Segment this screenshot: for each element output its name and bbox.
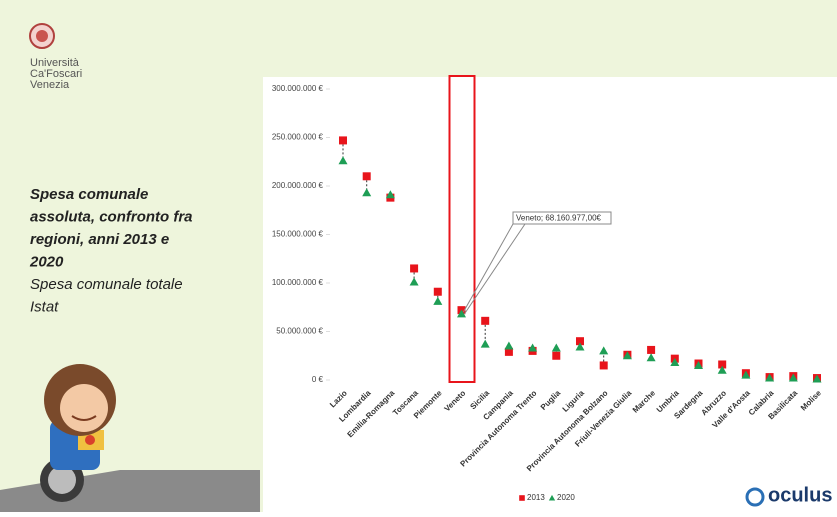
- highlight-box: [448, 75, 476, 383]
- data-point: [338, 156, 348, 165]
- university-line: Università: [30, 57, 80, 69]
- data-point: [576, 337, 584, 346]
- data-point: [481, 316, 490, 325]
- data-point: [646, 353, 656, 362]
- legend-marker: [548, 494, 556, 501]
- callout-line: [464, 223, 526, 315]
- y-tick-label: 100.000.000 €: [272, 278, 324, 287]
- data-point: [694, 360, 703, 369]
- data-point: [812, 374, 822, 383]
- y-tick-label: 300.000.000 €: [272, 84, 324, 93]
- slide-title: Spesa comunale assoluta, confronto fra reg…: [29, 186, 193, 316]
- data-point: [551, 343, 561, 352]
- data-point: [504, 347, 513, 356]
- data-point: [528, 343, 538, 352]
- callout-box: [512, 211, 612, 225]
- data-point: [622, 351, 632, 360]
- annotation: Veneto; 68.160.977,00€: [516, 214, 602, 223]
- y-tick-label: 150.000.000 €: [272, 230, 324, 239]
- data-point: [504, 341, 514, 350]
- data-point: [409, 277, 419, 286]
- title-line: 2020: [29, 253, 64, 270]
- legend-label: 2020: [557, 493, 575, 502]
- illustration: [0, 364, 260, 512]
- data-point: [599, 346, 609, 355]
- data-point: [457, 309, 466, 318]
- data-point: [717, 365, 727, 374]
- university-line: Venezia: [30, 79, 70, 91]
- data-point: [741, 370, 751, 379]
- logo: oculus: [745, 484, 832, 507]
- subtitle-line: Istat: [30, 298, 59, 315]
- data-point: [670, 358, 680, 367]
- y-tick-label: 250.000.000 €: [272, 133, 324, 142]
- data-point: [362, 172, 371, 181]
- subtitle-line: Spesa comunale totale: [30, 276, 183, 293]
- y-tick-label: 0 €: [312, 375, 324, 384]
- data-point: [765, 373, 775, 382]
- data-point: [480, 339, 490, 348]
- data-point: [339, 136, 347, 145]
- data-point: [575, 342, 585, 351]
- data-point: [552, 351, 561, 360]
- data-point: [788, 373, 798, 382]
- data-point: [410, 264, 419, 273]
- callout-line: [463, 223, 514, 313]
- data-point: [433, 287, 442, 296]
- y-tick-label: 50.000.000 €: [276, 327, 323, 336]
- legend-marker: [519, 495, 525, 501]
- data-point: [433, 296, 443, 305]
- data-point: [718, 360, 727, 369]
- data-point: [385, 190, 395, 199]
- y-tick-label: 200.000.000 €: [272, 181, 324, 190]
- title-line: regioni, anni 2013 e: [30, 231, 169, 248]
- university-line: Ca'Foscari: [30, 68, 82, 80]
- data-point: [647, 345, 656, 354]
- title-line: Spesa comunale: [30, 186, 148, 203]
- logo-text: oculus: [768, 484, 832, 506]
- data-point: [362, 188, 372, 197]
- title-line: assoluta, confronto fra: [30, 208, 193, 225]
- data-point: [599, 361, 608, 370]
- legend-label: 2013: [527, 493, 545, 502]
- chart-panel: [263, 77, 837, 512]
- university-crest: [29, 23, 55, 49]
